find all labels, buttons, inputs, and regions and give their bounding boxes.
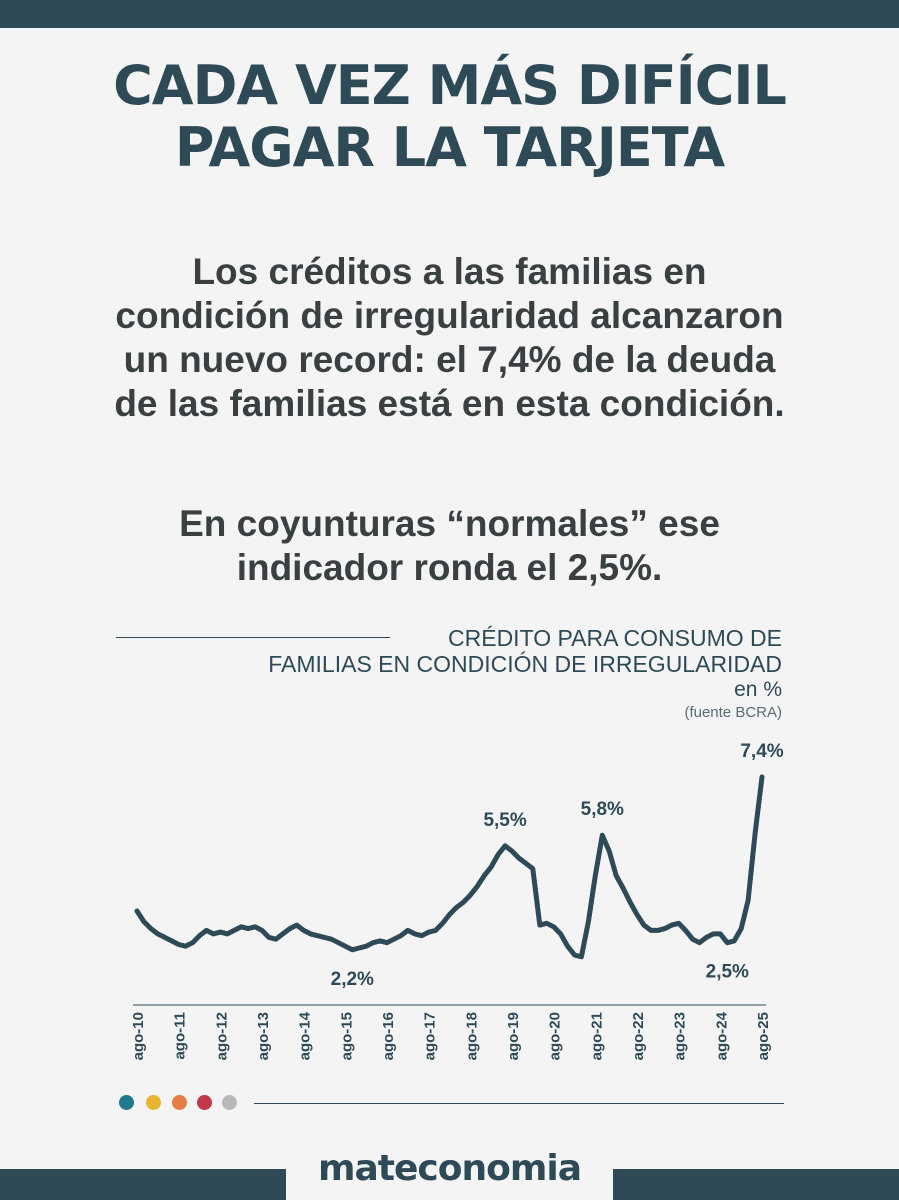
x-tick-label: ago-10 xyxy=(130,1012,147,1060)
bottom-rule xyxy=(254,1103,784,1104)
x-tick-label: ago-17 xyxy=(422,1012,439,1060)
chart-title-line-2: FAMILIAS EN CONDICIÓN DE IRREGULARIDAD xyxy=(268,651,782,677)
intro-text: Los créditos a las familias en condición… xyxy=(114,251,785,424)
x-tick-label: ago-24 xyxy=(713,1011,730,1060)
color-dot-yellow xyxy=(146,1095,161,1110)
x-tick-label: ago-18 xyxy=(463,1012,480,1060)
x-tick-label: ago-12 xyxy=(213,1012,230,1060)
headline-line-1: CADA VEZ MÁS DIFÍCIL xyxy=(113,54,787,117)
x-tick-label: ago-14 xyxy=(297,1011,314,1060)
color-dot-gray xyxy=(222,1095,237,1110)
x-tick-label: ago-20 xyxy=(547,1012,564,1060)
x-tick-label: ago-13 xyxy=(255,1012,272,1060)
data-label: 2,5% xyxy=(706,962,749,983)
headline: CADA VEZ MÁS DIFÍCIL PAGAR LA TARJETA xyxy=(0,55,899,179)
x-tick-label: ago-15 xyxy=(338,1012,355,1060)
chart-source: (fuente BCRA) xyxy=(684,704,782,721)
data-label: 2,2% xyxy=(331,969,374,990)
brand-logo: mateconomia xyxy=(317,1148,582,1189)
x-tick-label: ago-21 xyxy=(588,1012,605,1060)
x-tick-label: ago-19 xyxy=(505,1012,522,1060)
x-tick-label: ago-25 xyxy=(755,1012,772,1060)
top-bar xyxy=(0,0,899,28)
footer-bar-left xyxy=(0,1169,286,1200)
color-dot-orange xyxy=(172,1095,187,1110)
chart-title-line-1: CRÉDITO PARA CONSUMO DE xyxy=(448,625,782,651)
color-dot-teal xyxy=(119,1095,134,1110)
x-tick-label: ago-11 xyxy=(172,1012,189,1060)
x-tick-label: ago-16 xyxy=(380,1012,397,1060)
chart-unit: en % xyxy=(734,678,782,701)
data-label: 5,5% xyxy=(483,810,526,831)
x-tick-label: ago-22 xyxy=(630,1012,647,1060)
data-label: 5,8% xyxy=(581,799,624,820)
data-label: 7,4% xyxy=(740,741,783,762)
footer-bar-right xyxy=(613,1169,899,1200)
headline-line-2: PAGAR LA TARJETA xyxy=(174,116,725,179)
chart-title: CRÉDITO PARA CONSUMO DE FAMILIAS EN COND… xyxy=(182,625,782,677)
note-text: En coyunturas “normales” ese indicador r… xyxy=(179,503,720,588)
chart-title-rule xyxy=(116,637,390,638)
x-tick-label: ago-23 xyxy=(672,1012,689,1060)
series-line-0 xyxy=(134,774,765,960)
color-dot-red xyxy=(197,1095,212,1110)
